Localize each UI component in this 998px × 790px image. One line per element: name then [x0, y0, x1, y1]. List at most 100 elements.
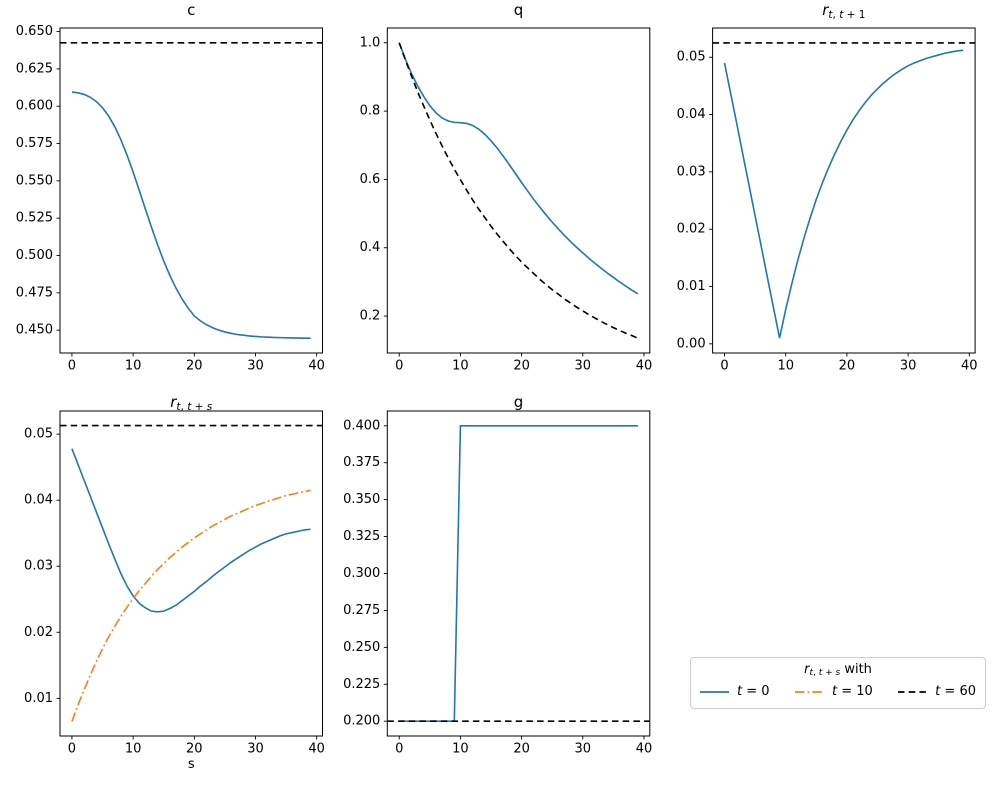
subplot-q: q 0 10 20 30 40 0.2 0.4 0.6 0.8 1.0	[333, 0, 666, 395]
y-tick-label: 0.275	[343, 603, 380, 618]
text-segment: t	[176, 401, 181, 413]
series-line-c-response	[71, 91, 311, 340]
text-segment: t	[187, 401, 192, 413]
legend-title: rt, t + s with	[698, 661, 978, 682]
x-tick-label: 0	[68, 741, 76, 756]
text-segment: = 60	[940, 684, 976, 699]
y-tick-label: 0.03	[677, 164, 706, 179]
text-segment: ,	[812, 668, 819, 678]
plot-spines	[386, 410, 651, 737]
y-tick-label: 0.300	[343, 566, 380, 581]
y-tick-label: 0.8	[360, 104, 381, 119]
subplot-g: g 0 10 20 30 40 0.200 0.225 0.250 0.275 0.300 0.32…	[333, 394, 666, 790]
legend-line-sample-dashdot	[794, 690, 824, 693]
subplot-r-term-structure-plot: 0 10 20 30 40 0.01 0.02 0.03 0.04 0.05	[24, 410, 325, 756]
text-segment: t	[831, 684, 838, 699]
y-tick-label: 0.01	[677, 279, 706, 294]
y-tick-label: 0.600	[16, 99, 53, 114]
y-tick-label: 0.550	[16, 173, 53, 188]
x-tick-label: 10	[452, 358, 469, 373]
text-segment: t	[839, 9, 844, 21]
x-tick-label: 30	[575, 358, 592, 373]
text-segment: ,	[832, 9, 840, 21]
y-tick-label: 0.200	[343, 714, 380, 729]
y-tick-label: 0.04	[677, 107, 706, 122]
series-line-g-path	[399, 424, 638, 723]
text-segment: +	[822, 668, 836, 678]
y-tick-label: 0.02	[24, 625, 53, 640]
y-tick-label: 0.05	[677, 50, 706, 65]
text-segment: q	[513, 1, 524, 19]
subplot-r-term-structure: rt, t + s 0 10 20 30 40 0.01 0.02 0.03 0.04 0.05 …	[0, 394, 333, 790]
x-axis-label-s: s	[187, 757, 195, 772]
subplot-q-plot: 0 10 20 30 40 0.2 0.4 0.6 0.8 1.0	[360, 27, 653, 373]
y-tick-label: 0.625	[16, 61, 53, 76]
x-tick-label: 20	[839, 358, 856, 373]
text-segment: t	[828, 9, 833, 21]
y-tick-label: 1.0	[360, 35, 381, 50]
text-segment: r	[804, 662, 810, 677]
text-segment: with	[840, 662, 872, 677]
text-segment: r	[170, 393, 177, 411]
y-tick-label: 0.250	[343, 640, 380, 655]
text-segment: t	[737, 684, 743, 699]
x-tick-label: 40	[308, 741, 325, 756]
text-segment: r	[822, 1, 829, 19]
subplot-g-title: g	[387, 394, 650, 411]
y-tick-label: 0.650	[16, 24, 53, 39]
x-tick-label: 20	[513, 358, 530, 373]
y-tick-label: 0.4	[360, 240, 381, 255]
x-tick-label: 0	[720, 358, 728, 373]
y-tick-label: 0.475	[16, 285, 53, 300]
y-tick-label: 0.04	[24, 493, 53, 508]
legend-entry: t = 0	[700, 684, 770, 699]
legend-entry-label: t = 10	[832, 684, 873, 699]
plot-spines	[386, 27, 651, 354]
subplot-q-title: q	[387, 2, 650, 19]
x-tick-label: 30	[900, 358, 917, 373]
subplot-g-plot: 0 10 20 30 40 0.200 0.225 0.250 0.275 0.300 0.325 0…	[343, 410, 652, 756]
y-tick-label: 0.575	[16, 136, 53, 151]
text-segment: c	[187, 1, 196, 19]
text-segment: + 1	[843, 9, 866, 21]
y-tick-label: 0.03	[24, 559, 53, 574]
x-tick-label: 20	[513, 741, 530, 756]
legend-entry: t = 10	[794, 684, 873, 699]
series-line-one-period-rate	[723, 49, 964, 339]
text-segment: +	[191, 401, 207, 413]
subplot-r-term-structure-title: rt, t + s	[60, 394, 323, 416]
text-segment: t	[818, 668, 823, 678]
text-segment: = 0	[742, 684, 770, 699]
x-tick-label: 0	[395, 741, 403, 756]
y-tick-label: 0.02	[677, 222, 706, 237]
subplot-c-title: c	[60, 2, 323, 19]
legend-line-sample-solid	[700, 690, 729, 693]
series-line-t-0	[71, 448, 311, 613]
y-tick-label: 0.400	[343, 418, 380, 433]
x-tick-label: 40	[961, 358, 978, 373]
x-tick-label: 20	[186, 741, 203, 756]
series-line-q-benchmark	[398, 42, 639, 339]
text-segment: s	[835, 668, 841, 678]
text-segment: = 10	[837, 684, 873, 699]
y-tick-label: 0.525	[16, 211, 53, 226]
y-tick-label: 0.05	[24, 427, 53, 442]
subplot-r-one-period: rt, t + 1 0 10 20 30 40 0.00 0.01 0.02 0.03 0.04 0…	[665, 0, 998, 395]
x-tick-label: 10	[777, 358, 794, 373]
y-tick-label: 0.450	[16, 323, 53, 338]
y-tick-label: 0.325	[343, 529, 380, 544]
text-segment: s	[206, 401, 213, 413]
x-tick-label: 10	[452, 741, 469, 756]
legend-entry-label: t = 0	[737, 684, 770, 699]
x-tick-label: 40	[636, 358, 653, 373]
subplot-r-one-period-plot: 0 10 20 30 40 0.00 0.01 0.02 0.03 0.04 0.05	[677, 27, 978, 373]
x-tick-label: 10	[125, 358, 142, 373]
y-tick-label: 0.350	[343, 492, 380, 507]
legend-entry: t = 60	[898, 684, 976, 699]
x-tick-label: 10	[125, 741, 142, 756]
legend-line-sample-dashed	[898, 690, 928, 693]
series-line-q-response	[398, 42, 639, 295]
